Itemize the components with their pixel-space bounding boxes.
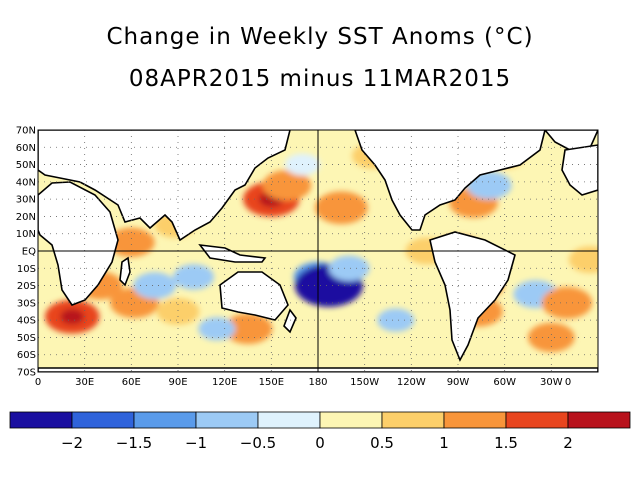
lon-label: 30W: [540, 377, 563, 388]
colorbar-swatch: [505, 411, 569, 429]
colorbar-tick-label: 0.5: [370, 434, 394, 452]
anomaly-patch: [466, 171, 512, 200]
lon-label: 90W: [447, 377, 470, 388]
colorbar-tick-label: −1.5: [116, 434, 152, 452]
anomaly-patch: [133, 272, 177, 299]
anomaly-patch: [568, 246, 598, 274]
anomaly-patch: [527, 322, 575, 353]
lon-label: 180: [308, 377, 327, 388]
colorbar-swatch: [381, 411, 445, 429]
latitude-labels: 70N 60N 50N 40N 30N 20N 10N EQ 10S 20S 30S 40S 50S 60…: [16, 126, 36, 379]
lat-label: 50S: [17, 333, 36, 344]
anomaly-patch: [262, 170, 312, 201]
anomaly-patch: [315, 191, 368, 225]
anomaly-patch: [377, 308, 415, 332]
anomaly-patch: [107, 227, 155, 257]
anomaly-patch: [223, 313, 273, 344]
lat-label: 20S: [17, 281, 36, 292]
lon-label: 120W: [397, 377, 426, 388]
anomaly-patch: [156, 298, 200, 325]
lat-label: 60N: [16, 143, 36, 154]
colorbar-swatch: [567, 411, 631, 429]
lat-label: 40S: [17, 316, 36, 327]
lat-label: 10N: [16, 229, 36, 240]
colorbar-swatch: [443, 411, 507, 429]
lat-label: 70N: [16, 126, 36, 137]
map-subtitle: 08APR2015 minus 11MAR2015: [128, 66, 512, 92]
colorbar-swatches: [9, 411, 631, 429]
lon-label: 60E: [122, 377, 141, 388]
anomaly-patch: [198, 317, 236, 341]
colorbar-ticks: −2 −1.5 −1 −0.5 0 0.5 1 1.5 2: [61, 434, 573, 452]
colorbar-swatch: [257, 411, 321, 429]
anomaly-patch: [328, 255, 370, 282]
lon-label: 30E: [75, 377, 94, 388]
indonesia-outline: [198, 243, 267, 263]
anomaly-patch: [173, 264, 215, 290]
longitude-labels: 0 30E 60E 90E 120E 150E 180 150W 120W 90W 60W 30W 0: [35, 377, 571, 388]
madagascar-outline: [119, 256, 131, 287]
lon-label: 150E: [259, 377, 284, 388]
colorbar-swatch: [133, 411, 197, 429]
map-border: [37, 129, 599, 373]
lat-label: 20N: [16, 212, 36, 223]
north-america-outline: [354, 130, 546, 231]
continents: [38, 130, 598, 372]
map-title: Change in Weekly SST Anoms (°C): [106, 24, 534, 50]
lat-label: 30N: [16, 195, 36, 206]
lat-label: 60S: [17, 350, 36, 361]
lon-label: 150W: [350, 377, 379, 388]
south-america-outline: [429, 231, 516, 362]
new-zealand-outline: [283, 308, 297, 334]
lat-label: 30S: [17, 298, 36, 309]
lat-label: EQ: [22, 247, 36, 258]
lat-label: 70S: [17, 368, 36, 379]
lon-label: 120E: [212, 377, 237, 388]
colorbar-swatch: [71, 411, 135, 429]
australia-outline: [219, 271, 289, 321]
lat-label: 50N: [16, 160, 36, 171]
eurasia-outline: [38, 130, 291, 242]
colorbar-swatch: [319, 411, 383, 429]
anomaly-core: [60, 309, 85, 325]
lon-label: 0: [35, 377, 41, 388]
colorbar-tick-label: −1: [185, 434, 207, 452]
lon-label: 90E: [168, 377, 187, 388]
lat-label: 10S: [17, 264, 36, 275]
africa-outline: [38, 181, 119, 306]
colorbar-swatch: [9, 411, 73, 429]
lat-label: 40N: [16, 177, 36, 188]
colorbar-tick-label: 2: [563, 434, 573, 452]
colorbar-tick-label: −2: [61, 434, 83, 452]
colorbar-tick-label: −0.5: [240, 434, 276, 452]
anomaly-core: [314, 276, 344, 296]
colorbar-tick-label: 0: [315, 434, 325, 452]
colorbar-swatch: [195, 411, 259, 429]
lon-label: 60W: [493, 377, 516, 388]
europe-west-outline: [561, 144, 598, 196]
colorbar-tick-label: 1: [439, 434, 449, 452]
colorbar-tick-label: 1.5: [494, 434, 518, 452]
lon-label: 0: [565, 377, 571, 388]
